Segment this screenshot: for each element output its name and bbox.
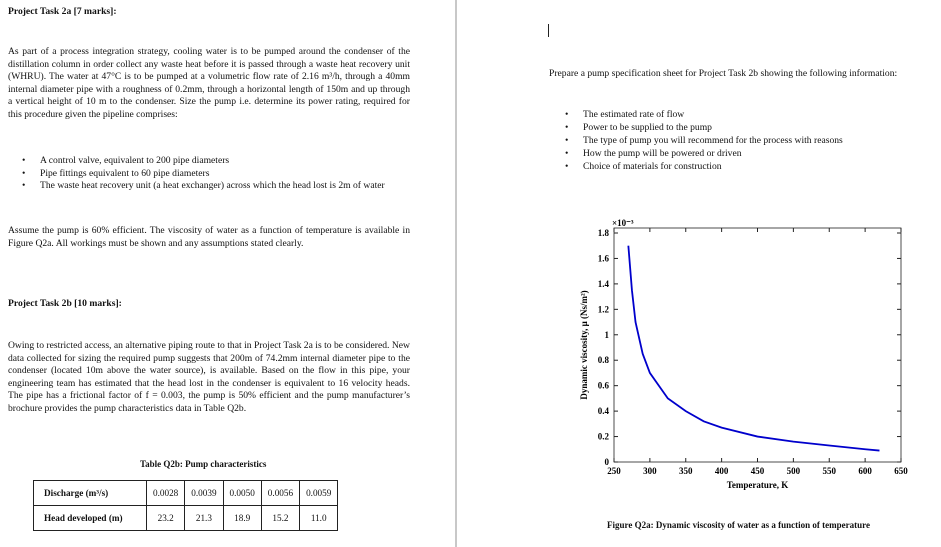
right-page: Prepare a pump specification sheet for P… <box>457 0 941 547</box>
cell: 0.0059 <box>299 480 339 506</box>
left-page: Project Task 2a [7 marks]: As part of a … <box>0 0 455 547</box>
cell: 18.9 <box>222 505 262 531</box>
table-row: Discharge (m³/s) 0.0028 0.0039 0.0050 0.… <box>33 480 339 506</box>
bullet: The estimated rate of flow <box>565 108 843 121</box>
figure-caption: Figure Q2a: Dynamic viscosity of water a… <box>607 520 870 530</box>
x-tick-label: 300 <box>643 466 657 476</box>
paragraph: Prepare a pump specification sheet for P… <box>549 68 898 79</box>
bullet-list: The estimated rate of flow Power to be s… <box>565 108 843 173</box>
data-line <box>627 245 880 452</box>
y-tick-label: 0.2 <box>598 432 610 442</box>
x-tick-label: 450 <box>751 466 765 476</box>
axis-exponent: ×10⁻³ <box>612 218 634 228</box>
y-axis-label: Dynamic viscosity, μ (Ns/m²) <box>579 290 589 399</box>
bullet: The type of pump you will recommend for … <box>565 134 843 147</box>
y-tick-label: 1.8 <box>598 228 610 238</box>
x-tick-label: 500 <box>787 466 801 476</box>
row-header: Head developed (m) <box>33 505 147 531</box>
paragraph: As part of a process integration strateg… <box>8 46 410 120</box>
cell: 0.0028 <box>145 480 186 506</box>
table: Discharge (m³/s) 0.0028 0.0039 0.0050 0.… <box>33 480 339 531</box>
plot-frame <box>613 227 902 463</box>
row-header: Discharge (m³/s) <box>33 480 147 506</box>
y-tick-label: 0.4 <box>598 406 610 416</box>
cell: 11.0 <box>299 505 339 531</box>
table-row: Head developed (m) 23.2 21.3 18.9 15.2 1… <box>33 505 339 531</box>
cell: 21.3 <box>184 505 224 531</box>
heading: Project Task 2b [10 marks]: <box>8 298 122 309</box>
bullet: Pipe fittings equivalent to 60 pipe diam… <box>22 168 412 181</box>
paragraph: Assume the pump is 60% efficient. The vi… <box>8 225 410 249</box>
x-tick-label: 250 <box>607 466 621 476</box>
y-tick-label: 0.8 <box>598 355 610 365</box>
cell: 15.2 <box>260 505 301 531</box>
y-tick-label: 1.4 <box>598 279 610 289</box>
bullet: How the pump will be powered or driven <box>565 147 843 160</box>
x-tick-label: 350 <box>679 466 693 476</box>
x-tick-label: 650 <box>894 466 908 476</box>
cell: 0.0050 <box>222 480 262 506</box>
x-tick-label: 600 <box>858 466 872 476</box>
heading: Project Task 2a [7 marks]: <box>8 6 117 17</box>
y-tick-label: 1 <box>605 330 610 340</box>
table-caption: Table Q2b: Pump characteristics <box>140 459 267 469</box>
page-divider <box>455 0 457 547</box>
cell: 0.0039 <box>184 480 224 506</box>
text-cursor <box>548 24 549 37</box>
cell: 23.2 <box>145 505 186 531</box>
x-tick-label: 550 <box>823 466 837 476</box>
paragraph: Owing to restricted access, an alternati… <box>8 340 410 414</box>
bullet: Power to be supplied to the pump <box>565 121 843 134</box>
x-tick-label: 400 <box>715 466 729 476</box>
x-axis-label: Temperature, K <box>727 480 789 490</box>
y-tick-label: 1.6 <box>598 253 610 263</box>
y-tick-label: 1.2 <box>598 304 610 314</box>
cell: 0.0056 <box>260 480 301 506</box>
y-tick-label: 0.6 <box>598 381 610 391</box>
chart: ×10⁻³ Temperature, K Dynamic viscosity, … <box>579 218 908 490</box>
bullet-list: A control valve, equivalent to 200 pipe … <box>22 155 412 193</box>
bullet: A control valve, equivalent to 200 pipe … <box>22 155 412 168</box>
bullet: Choice of materials for construction <box>565 160 843 173</box>
bullet: The waste heat recovery unit (a heat exc… <box>22 180 412 193</box>
y-tick-label: 0 <box>605 457 610 467</box>
